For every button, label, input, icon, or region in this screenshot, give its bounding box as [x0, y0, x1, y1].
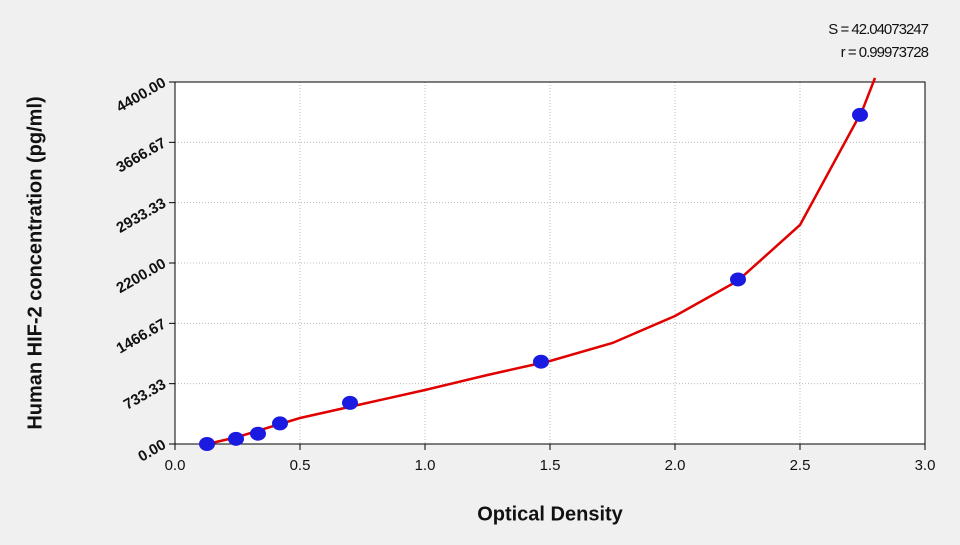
y-tick-label: 3666.67 — [114, 135, 169, 177]
x-tick-label: 3.0 — [915, 457, 936, 474]
data-point — [228, 431, 244, 446]
x-tick-label: 0.5 — [290, 457, 311, 474]
fit-curve — [207, 77, 877, 446]
data-point — [533, 354, 549, 369]
y-tick-label: 1466.67 — [114, 316, 169, 358]
y-tick-label: 733.33 — [121, 376, 169, 414]
annotation: r = 0.99973728 — [841, 44, 929, 61]
y-tick-label: 2200.00 — [114, 255, 169, 297]
data-point — [250, 426, 266, 441]
x-axis-title: Optical Density — [477, 503, 623, 525]
x-tick-label: 1.0 — [415, 457, 436, 474]
data-point — [272, 416, 288, 431]
y-tick-label: 2933.33 — [114, 195, 169, 237]
x-tick-label: 2.0 — [665, 457, 686, 474]
data-point — [199, 437, 215, 451]
x-tick-label: 2.5 — [790, 457, 811, 474]
data-point — [730, 272, 746, 287]
x-tick-label: 1.5 — [540, 457, 561, 474]
data-point — [342, 395, 358, 410]
x-tick-label: 0.0 — [165, 457, 186, 474]
y-axis-title: Human HIF-2 concentration (pg/ml) — [24, 96, 46, 429]
annotation: S = 42.04073247 — [828, 21, 928, 38]
data-point — [852, 107, 868, 122]
plot-frame — [174, 81, 926, 445]
y-tick-label: 4400.00 — [114, 74, 169, 116]
